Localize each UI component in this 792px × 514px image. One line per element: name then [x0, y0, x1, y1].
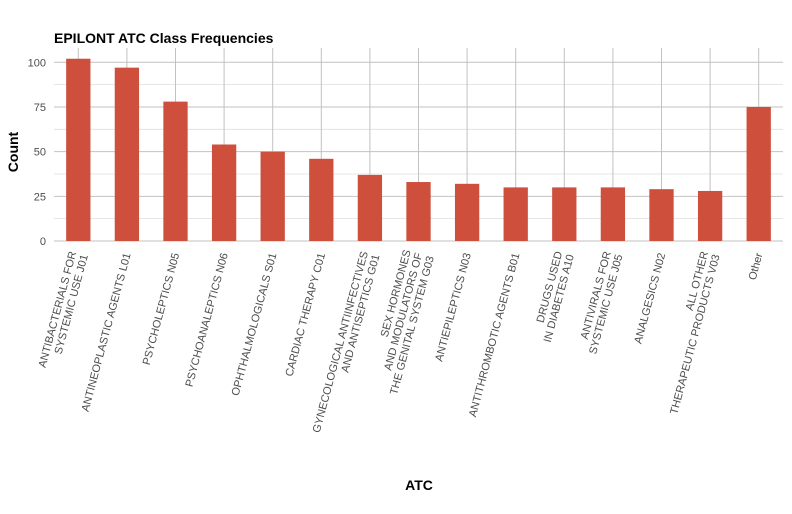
- x-tick-label-line: PSYCHOANALEPTICS N06: [184, 252, 231, 389]
- x-tick-label-text: ANALGESICS N02: [632, 252, 668, 345]
- bar: [697, 190, 723, 241]
- x-tick-label: CARDIAC THERAPY C01: [284, 252, 329, 378]
- x-tick-label-line: PSYCHOLEPTICS N05: [141, 252, 182, 367]
- x-tick-label: PSYCHOANALEPTICS N06: [184, 252, 231, 389]
- bar: [552, 187, 577, 241]
- y-tick-label: 0: [40, 236, 46, 248]
- bar: [503, 187, 528, 241]
- x-tick-label-line: OPHTHALMOLOGICALS S01: [230, 252, 280, 397]
- x-tick-label-text: ANTINEOPLASTIC AGENTS L01: [80, 252, 134, 413]
- x-tick-label: ANTITHROMBOTIC AGENTS B01: [467, 252, 522, 419]
- bar: [309, 158, 334, 241]
- x-tick-label-line: Other: [747, 251, 766, 281]
- x-tick-label-line: ANTIEPILEPTICS N03: [433, 252, 474, 363]
- bar: [114, 67, 140, 241]
- x-tick-label-line: ANALGESICS N02: [632, 252, 668, 345]
- y-axis-title: Count: [5, 131, 21, 172]
- x-tick-label-text: OPHTHALMOLOGICALS S01: [230, 252, 280, 397]
- x-tick-label-text: Other: [747, 251, 766, 281]
- x-tick-label: DRUGS USEDIN DIABETES A10: [530, 250, 577, 344]
- x-tick-label: ALL OTHERTHERAPEUTIC PRODUCTS V03: [657, 250, 723, 416]
- x-tick-label: ANTIVIRALS FORSYSTEMIC USE J05: [576, 250, 626, 355]
- y-tick-label: 50: [34, 147, 46, 159]
- bar: [163, 101, 188, 241]
- x-tick-label-text: ALL OTHERTHERAPEUTIC PRODUCTS V03: [657, 250, 723, 416]
- x-tick-label-line: CARDIAC THERAPY C01: [284, 252, 329, 378]
- bars: [66, 58, 771, 241]
- x-tick-label: ANTINEOPLASTIC AGENTS L01: [80, 252, 134, 413]
- x-tick-label: OPHTHALMOLOGICALS S01: [230, 252, 280, 397]
- y-tick-label: 100: [28, 57, 46, 69]
- bar: [211, 144, 237, 241]
- x-tick-label-text: ANTITHROMBOTIC AGENTS B01: [467, 252, 522, 419]
- bar: [66, 58, 91, 241]
- x-tick-label: Other: [747, 251, 766, 281]
- x-tick-label: ANTIEPILEPTICS N03: [433, 252, 474, 363]
- x-tick-label: PSYCHOLEPTICS N05: [141, 252, 182, 367]
- bar: [600, 187, 626, 241]
- y-tick-label: 75: [34, 102, 46, 114]
- x-tick-label: ANTIBACTERIALS FORSYSTEMIC USE J01: [37, 250, 91, 372]
- x-axis-title: ATC: [405, 477, 433, 493]
- bar: [649, 189, 674, 241]
- x-tick-label-text: ANTIEPILEPTICS N03: [433, 252, 474, 363]
- bar: [357, 174, 383, 241]
- bar: [260, 151, 285, 241]
- chart-title: EPILONT ATC Class Frequencies: [54, 30, 274, 46]
- x-tick-label-text: PSYCHOANALEPTICS N06: [184, 252, 231, 389]
- x-tick-label-text: ANTIBACTERIALS FORSYSTEMIC USE J01: [37, 250, 91, 372]
- x-tick-label-text: PSYCHOLEPTICS N05: [141, 252, 182, 367]
- x-axis-ticks: ANTIBACTERIALS FORSYSTEMIC USE J01ANTINE…: [37, 249, 766, 435]
- y-axis-ticks: 0 25 50 75 100: [28, 57, 46, 248]
- bar: [746, 106, 771, 241]
- x-tick-label-text: DRUGS USEDIN DIABETES A10: [530, 250, 577, 344]
- x-tick-label-text: CARDIAC THERAPY C01: [284, 252, 329, 378]
- bar: [454, 183, 480, 241]
- x-tick-label-line: ANTITHROMBOTIC AGENTS B01: [467, 252, 522, 419]
- bar: [406, 182, 431, 241]
- x-tick-label: ANALGESICS N02: [632, 252, 668, 345]
- y-tick-label: 25: [34, 191, 46, 203]
- x-tick-label-line: ANTINEOPLASTIC AGENTS L01: [80, 252, 134, 413]
- x-tick-label-text: ANTIVIRALS FORSYSTEMIC USE J05: [576, 250, 626, 355]
